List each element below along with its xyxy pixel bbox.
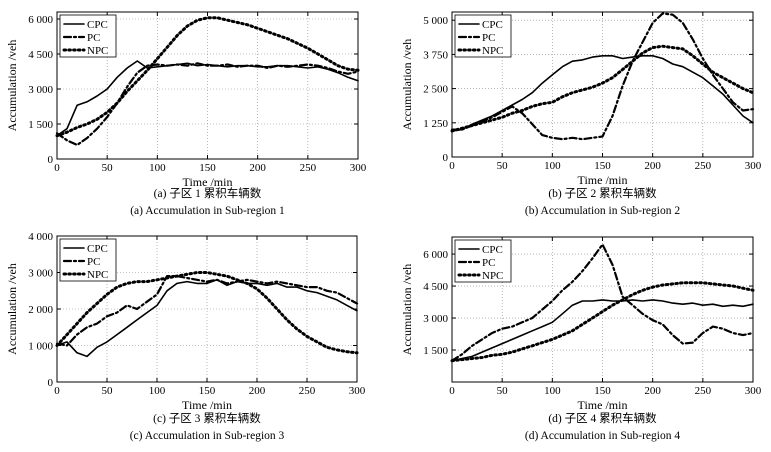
- chart-panel-3: 0 50 100 150 200 250 300 0 1 000 2 000 3 000 4 000 T…: [5, 231, 366, 442]
- y-axis-title: Accumulation /veh: [400, 39, 414, 131]
- series-line-npc: [450, 44, 755, 133]
- legend-label-pc: PC: [87, 32, 100, 44]
- y-tick-label: 6 000: [423, 249, 448, 261]
- x-tick-label: 0: [54, 162, 60, 174]
- legend-label-npc: NPC: [87, 45, 108, 57]
- x-axis-title: Time /min: [578, 173, 628, 187]
- x-tick-label: 250: [299, 385, 316, 397]
- x-tick-label: 300: [350, 162, 367, 174]
- caption-en: (c) Accumulation in Sub-region 3: [130, 430, 285, 442]
- y-tick-label: 3 000: [423, 313, 448, 325]
- x-tick-label: 150: [199, 162, 216, 174]
- x-tick-label: 100: [149, 385, 166, 397]
- caption-zh: (b) 子区 2 累积车辆数: [548, 186, 657, 200]
- legend-label-cpc: CPC: [87, 243, 108, 255]
- x-axis-title: Time /min: [578, 398, 628, 412]
- series-line-cpc: [451, 55, 754, 132]
- series-line-cpc: [56, 60, 359, 137]
- chart-panel-2: 0 50 100 150 200 250 300 0 1 250 2 500 3 750 5 000 T…: [400, 11, 762, 217]
- x-tick-label: 150: [199, 385, 216, 397]
- series-line-cpc: [451, 299, 754, 362]
- legend-label-npc: NPC: [87, 269, 108, 281]
- chart-panel-4: 0 50 100 150 200 250 300 1 500 3 000 4 500 6 000 Ti…: [400, 236, 762, 442]
- y-axis-title: Accumulation /veh: [5, 263, 19, 355]
- caption-en: (b) Accumulation in Sub-region 2: [525, 205, 680, 217]
- x-tick-label: 250: [695, 385, 712, 397]
- y-tick-label: 2 000: [28, 304, 53, 316]
- legend-label-npc: NPC: [482, 270, 503, 282]
- y-tick-label: 1 500: [28, 119, 53, 131]
- x-axis-title: Time /min: [182, 398, 232, 412]
- series-line-pc: [55, 62, 360, 147]
- y-tick-label: 0: [48, 154, 54, 166]
- legend-label-pc: PC: [482, 32, 495, 44]
- y-tick-label: 1 250: [423, 118, 448, 130]
- legend-label-pc: PC: [482, 257, 495, 269]
- y-tick-label: 4 000: [28, 231, 53, 243]
- series-line-npc: [450, 281, 755, 363]
- legend-label-cpc: CPC: [87, 19, 108, 31]
- y-tick-label: 0: [48, 377, 54, 389]
- x-tick-label: 300: [745, 385, 762, 397]
- x-tick-label: 100: [544, 160, 561, 172]
- y-tick-label: 1 000: [28, 341, 53, 353]
- x-tick-label: 250: [300, 162, 317, 174]
- x-tick-label: 0: [54, 385, 60, 397]
- legend-label-cpc: CPC: [482, 19, 503, 31]
- y-tick-label: 1 500: [423, 345, 448, 357]
- series-line-npc: [55, 16, 360, 138]
- x-tick-label: 150: [594, 160, 611, 172]
- x-tick-label: 50: [497, 385, 509, 397]
- y-tick-label: 5 000: [423, 15, 448, 27]
- series-line-pc: [450, 243, 755, 362]
- caption-en: (d) Accumulation in Sub-region 4: [525, 430, 680, 442]
- y-tick-label: 2 500: [423, 84, 448, 96]
- x-tick-label: 200: [249, 385, 266, 397]
- legend-label-npc: NPC: [482, 45, 503, 57]
- x-tick-label: 250: [695, 160, 712, 172]
- x-tick-label: 200: [249, 162, 266, 174]
- x-tick-label: 200: [644, 160, 661, 172]
- caption-zh: (a) 子区 1 累积车辆数: [154, 186, 262, 200]
- y-tick-label: 6 000: [28, 14, 53, 26]
- series-line-pc: [55, 275, 359, 347]
- x-tick-label: 50: [102, 162, 114, 174]
- x-tick-label: 300: [349, 385, 366, 397]
- y-axis-title: Accumulation /veh: [400, 264, 414, 356]
- x-axis-title: Time /min: [183, 175, 233, 189]
- series-line-npc: [55, 271, 359, 355]
- caption-en: (a) Accumulation in Sub-region 1: [130, 205, 285, 217]
- y-tick-label: 4 500: [28, 49, 53, 61]
- y-tick-label: 4 500: [423, 281, 448, 293]
- caption-zh: (d) 子区 4 累积车辆数: [548, 411, 657, 425]
- y-axis-title: Accumulation /veh: [5, 40, 19, 132]
- caption-zh: (c) 子区 3 累积车辆数: [153, 411, 261, 425]
- y-tick-label: 3 000: [28, 268, 53, 280]
- x-tick-label: 0: [449, 385, 455, 397]
- x-tick-label: 50: [497, 160, 509, 172]
- x-tick-label: 150: [594, 385, 611, 397]
- y-tick-label: 3 000: [28, 84, 53, 96]
- series-line-cpc: [56, 279, 358, 358]
- chart-panel-1: 0 50 100 150 200 250 300 0 1 500 3 000 4 500 6 000 T…: [5, 11, 367, 217]
- x-tick-label: 200: [644, 385, 661, 397]
- y-tick-label: 3 750: [423, 49, 448, 61]
- x-tick-label: 0: [449, 160, 455, 172]
- x-tick-label: 100: [544, 385, 561, 397]
- legend-label-pc: PC: [87, 256, 100, 268]
- y-tick-label: 0: [443, 152, 449, 164]
- legend-label-cpc: CPC: [482, 244, 503, 256]
- x-tick-label: 300: [745, 160, 762, 172]
- x-tick-label: 50: [102, 385, 114, 397]
- x-tick-label: 100: [149, 162, 166, 174]
- series-line-pc: [450, 12, 755, 141]
